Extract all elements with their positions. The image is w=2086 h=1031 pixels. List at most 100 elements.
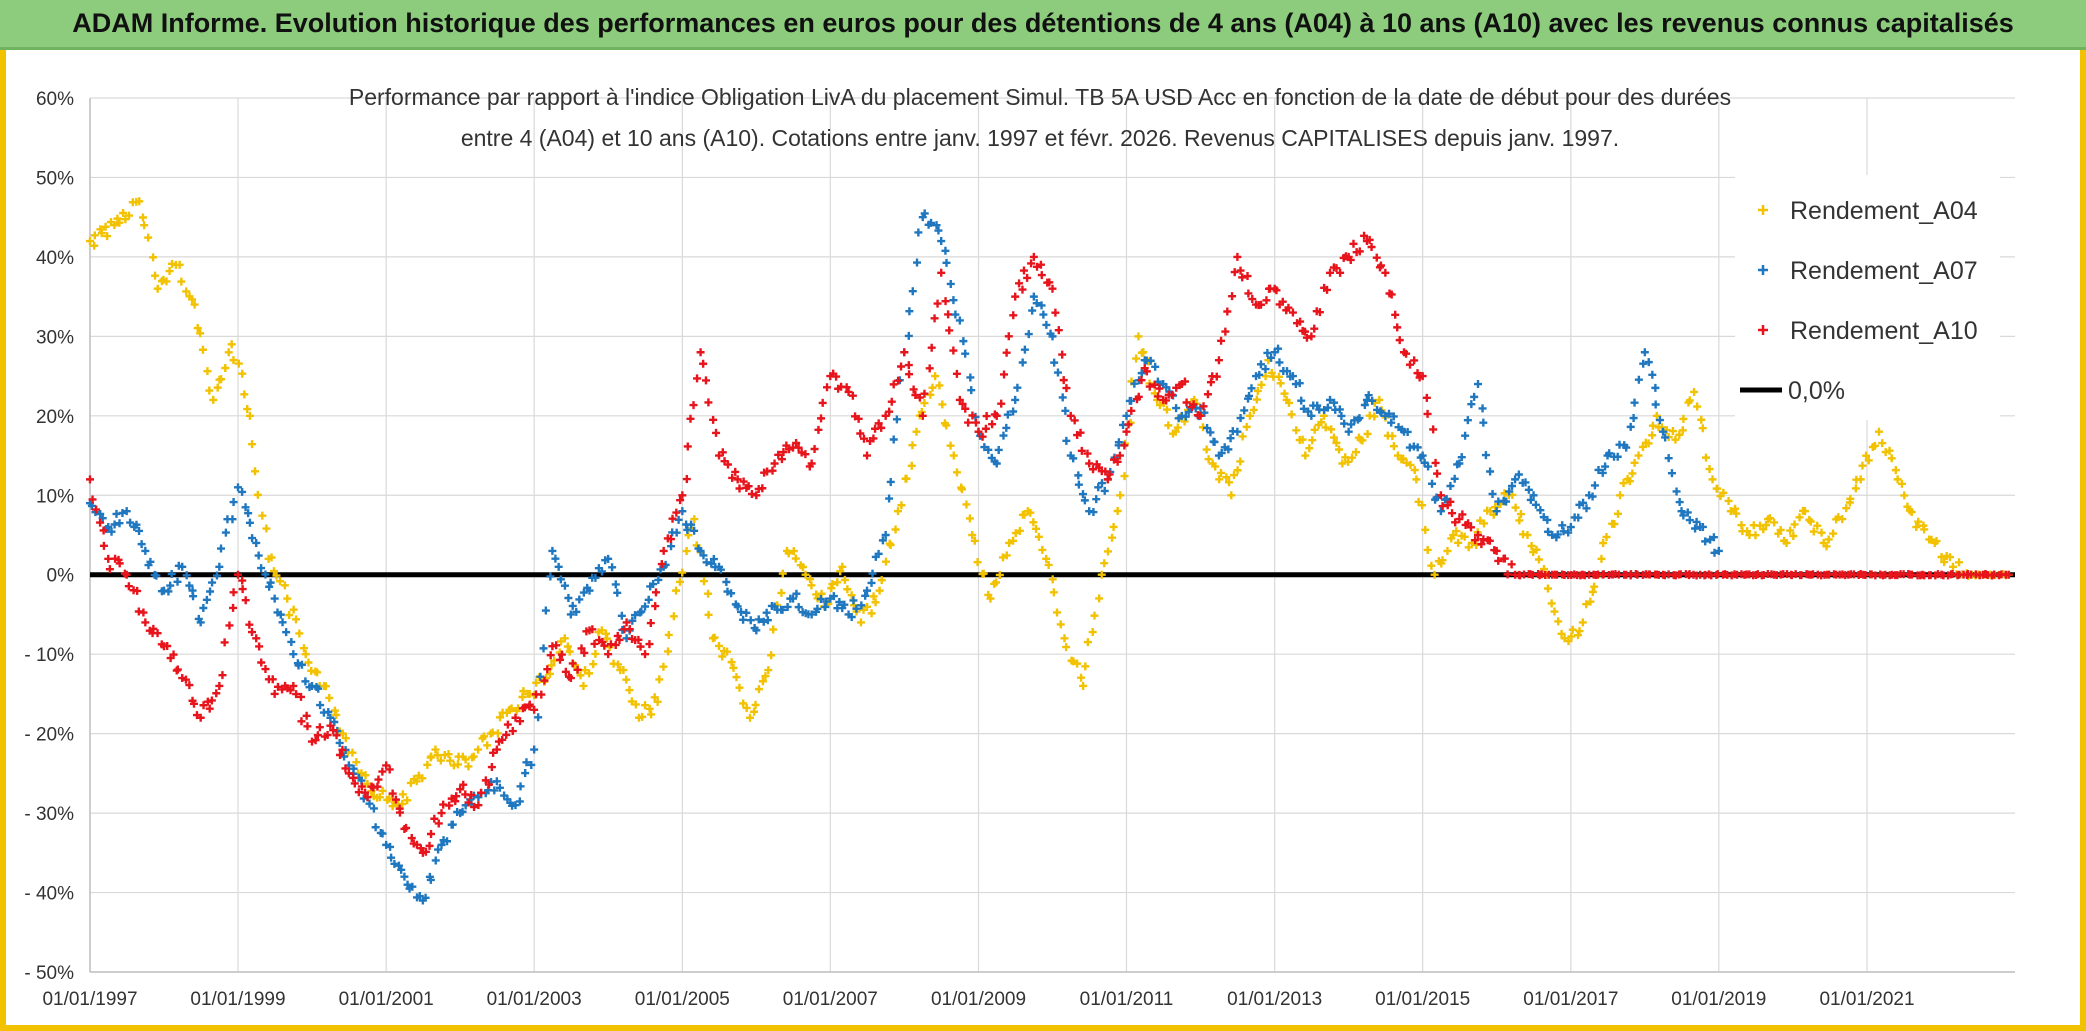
- data-point: [1492, 482, 1517, 516]
- data-point: [807, 383, 832, 468]
- x-axis: 01/01/1997 01/01/1999 01/01/2001 01/01/2003…: [42, 989, 1914, 1010]
- data-point: [412, 752, 436, 786]
- data-point: [1356, 398, 1379, 445]
- data-point: [1874, 427, 1900, 475]
- y-tick-label: - 50%: [24, 963, 74, 984]
- data-point: [548, 641, 574, 681]
- data-point: [1696, 570, 1739, 580]
- data-point: [1344, 231, 1369, 264]
- data-point: [1362, 391, 1386, 417]
- data-point: [1881, 570, 1925, 580]
- data-point: [1196, 372, 1221, 420]
- data-point: [196, 689, 221, 722]
- data-point: [449, 752, 473, 771]
- data-point: [1622, 570, 1663, 580]
- data-point: [826, 592, 849, 613]
- data-point: [1103, 441, 1129, 484]
- data-point: [881, 362, 906, 420]
- data-point: [178, 562, 203, 623]
- data-point: [270, 681, 295, 698]
- data-point: [530, 651, 555, 714]
- data-point: [363, 767, 387, 802]
- data-point: [1122, 376, 1146, 436]
- data-point: [1585, 570, 1629, 579]
- x-tick-label: 01/01/2003: [487, 989, 582, 1010]
- data-point: [511, 700, 534, 726]
- data-point: [678, 374, 702, 500]
- chart-title-line-1: Performance par rapport à l'indice Oblig…: [349, 84, 1731, 110]
- data-point: [1770, 570, 1813, 580]
- data-point: [937, 268, 961, 378]
- data-point: [252, 538, 275, 591]
- data-point: [190, 300, 214, 395]
- data-point: [307, 681, 333, 717]
- data-point: [1412, 475, 1436, 570]
- data-point: [931, 372, 955, 450]
- x-tick-label: 01/01/2001: [339, 989, 434, 1010]
- data-point: [585, 625, 609, 650]
- data-point: [1511, 470, 1535, 504]
- data-point: [1603, 440, 1629, 461]
- legend-label[interactable]: Rendement_A04: [1790, 197, 1978, 225]
- data-point: [1696, 522, 1719, 557]
- data-point: [486, 708, 511, 738]
- data-point: [616, 666, 640, 709]
- data-point: [1560, 625, 1584, 646]
- data-point: [659, 496, 685, 555]
- data-point: [1344, 400, 1369, 436]
- data-point: [492, 720, 517, 754]
- data-point: [1436, 491, 1460, 527]
- data-point: [826, 369, 851, 393]
- legend-marker: [1758, 325, 1768, 335]
- data-point: [579, 628, 603, 690]
- data-point: [1060, 634, 1086, 682]
- data-point: [1381, 268, 1404, 345]
- y-tick-label: 40%: [36, 248, 74, 269]
- data-point: [1912, 517, 1936, 544]
- data-point: [159, 641, 182, 675]
- data-point: [1214, 427, 1237, 460]
- data-point: [400, 823, 425, 853]
- legend[interactable]: Rendement_A04 Rendement_A07 Rendement_A10 0…: [1735, 175, 2000, 420]
- data-point: [585, 556, 610, 595]
- data-point: [252, 634, 277, 684]
- data-point: [110, 197, 141, 230]
- data-point: [918, 299, 942, 420]
- legend-label[interactable]: Rendement_A10: [1790, 317, 1978, 345]
- data-point: [1288, 372, 1313, 416]
- data-point: [1449, 527, 1473, 552]
- data-point: [270, 594, 296, 646]
- data-point: [1307, 283, 1332, 341]
- data-point: [233, 570, 256, 637]
- data-point: [1640, 348, 1664, 425]
- x-tick-label: 01/01/2021: [1819, 989, 1914, 1010]
- data-point: [1690, 387, 1714, 474]
- data-point: [894, 441, 917, 516]
- data-point: [1252, 348, 1276, 381]
- x-tick-label: 01/01/2009: [931, 989, 1026, 1010]
- data-point: [227, 340, 252, 414]
- y-tick-label: 60%: [36, 89, 74, 110]
- data-point: [1418, 451, 1441, 504]
- data-point: [1227, 422, 1251, 500]
- data-point: [1011, 259, 1036, 301]
- data-point: [863, 419, 886, 460]
- data-point: [937, 237, 960, 319]
- data-point: [1597, 509, 1623, 563]
- data-point: [178, 674, 201, 720]
- data-point: [418, 814, 443, 857]
- legend-label[interactable]: 0,0%: [1788, 377, 1845, 405]
- y-tick-label: 10%: [36, 486, 74, 507]
- data-point: [1745, 521, 1771, 540]
- data-point: [86, 475, 108, 550]
- legend-label[interactable]: Rendement_A07: [1790, 257, 1978, 285]
- data-point: [474, 748, 498, 810]
- data-point: [283, 594, 308, 653]
- data-point: [196, 571, 221, 627]
- data-point: [1659, 570, 1701, 580]
- data-point: [900, 348, 924, 402]
- x-tick-label: 01/01/2011: [1080, 989, 1174, 1010]
- data-point: [733, 602, 759, 633]
- data-point: [1282, 395, 1307, 444]
- data-point: [141, 618, 166, 649]
